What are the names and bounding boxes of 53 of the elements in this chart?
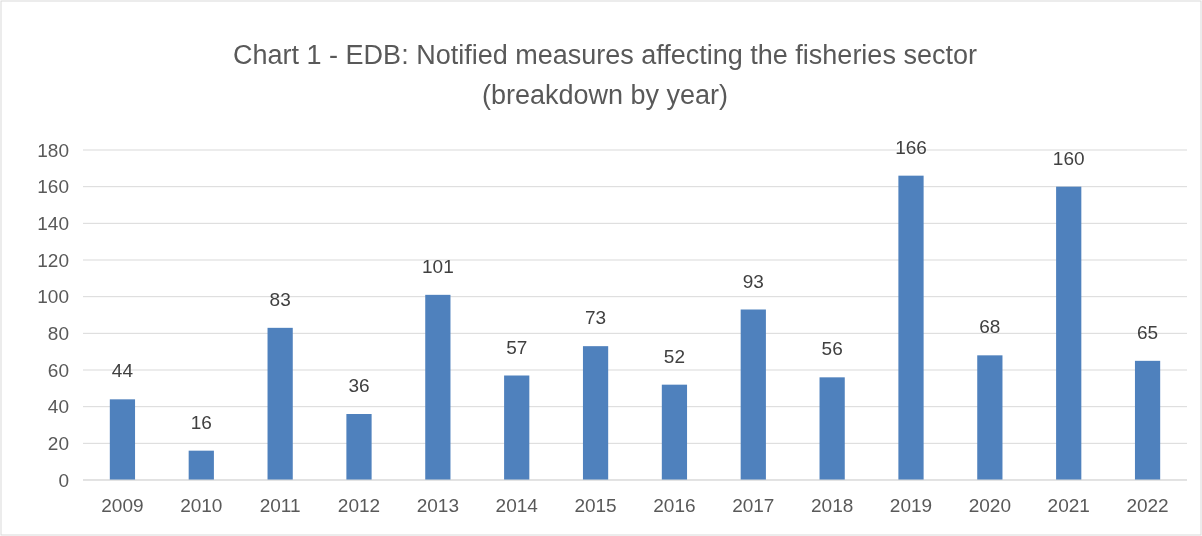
x-tick-label: 2010 — [180, 495, 223, 516]
x-tick-label: 2016 — [653, 495, 696, 516]
bar — [819, 377, 845, 480]
bar — [109, 399, 136, 480]
data-label: 160 — [1052, 147, 1085, 169]
data-label: 56 — [821, 338, 843, 360]
data-label: 166 — [895, 136, 927, 158]
data-label: 44 — [111, 360, 134, 382]
bar — [1056, 186, 1082, 480]
y-tick-label: 20 — [47, 432, 69, 454]
data-label: 57 — [506, 336, 528, 358]
bar — [346, 414, 372, 480]
x-tick-label: 2009 — [101, 495, 144, 516]
x-tick-label: 2011 — [259, 495, 301, 516]
bar — [740, 309, 766, 480]
y-tick-label: 60 — [47, 359, 69, 381]
bar — [661, 384, 688, 480]
data-label: 36 — [348, 375, 370, 396]
bar — [425, 294, 451, 480]
data-label: 73 — [585, 307, 607, 329]
x-tick-label: 2013 — [416, 495, 459, 516]
x-tick-label: 2020 — [968, 495, 1011, 516]
data-label: 68 — [979, 316, 1001, 338]
x-tick-label: 2019 — [889, 495, 933, 516]
y-tick-label: 40 — [47, 396, 69, 418]
y-tick-label: 120 — [37, 249, 69, 271]
data-label: 65 — [1137, 321, 1159, 343]
y-tick-label: 140 — [37, 212, 69, 234]
y-tick-label: 100 — [37, 286, 69, 308]
data-label: 52 — [663, 345, 685, 367]
bar — [188, 450, 214, 480]
bar — [977, 355, 1003, 480]
y-tick-label: 180 — [37, 139, 69, 161]
data-label: 16 — [190, 411, 212, 433]
data-label: 93 — [742, 270, 764, 292]
data-label: 83 — [269, 288, 291, 310]
bar — [267, 327, 293, 480]
x-tick-label: 2015 — [574, 495, 617, 516]
data-label: 101 — [422, 255, 454, 277]
x-tick-label: 2018 — [811, 495, 854, 516]
y-tick-label: 160 — [37, 176, 69, 198]
x-tick-label: 2014 — [495, 495, 539, 516]
y-tick-label: 80 — [47, 322, 69, 344]
chart-title: Chart 1 - EDB: Notified measures affecting the fisheries sector (breakdown by year) — [233, 40, 977, 110]
x-tick-label: 2021 — [1047, 495, 1090, 516]
x-tick-label: 2017 — [732, 495, 775, 516]
x-tick-label: 2022 — [1126, 495, 1169, 516]
bar — [1134, 360, 1161, 480]
bar — [504, 375, 530, 480]
x-tick-label: 2012 — [337, 495, 381, 516]
bar — [898, 175, 924, 480]
bar — [582, 346, 609, 480]
y-tick-label: 0 — [58, 469, 69, 491]
